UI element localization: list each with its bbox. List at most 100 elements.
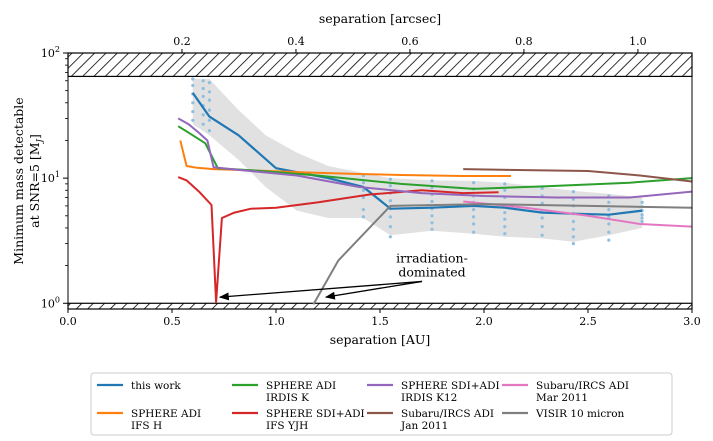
scatter-point bbox=[191, 101, 195, 105]
scatter-point bbox=[201, 86, 205, 91]
series-line-visir-10-micron bbox=[312, 203, 692, 305]
scatter-point bbox=[503, 232, 507, 236]
legend-label-line1: SPHERE SDI+ADI bbox=[401, 380, 500, 392]
scatter-point bbox=[388, 184, 392, 188]
hatch-band-0 bbox=[67, 52, 693, 78]
y-tick-exponent: 2 bbox=[55, 45, 60, 54]
scatter-point bbox=[388, 225, 392, 229]
annotation-arrow-0 bbox=[218, 280, 423, 301]
scatter-point bbox=[191, 77, 195, 81]
legend-label-line2: IRDIS K bbox=[266, 392, 309, 404]
y-tick-base: 10 bbox=[41, 172, 55, 185]
y-axis-label-line1: Minimum mass detectable bbox=[11, 97, 26, 264]
scatter-point bbox=[640, 219, 644, 224]
scatter-point bbox=[361, 188, 365, 192]
legend-label-line2: Jan 2011 bbox=[400, 420, 448, 432]
top-x-tick-label: 0.2 bbox=[173, 35, 191, 48]
scatter-point bbox=[607, 222, 611, 226]
annotation-line2: dominated bbox=[398, 264, 465, 279]
scatter-point bbox=[191, 110, 195, 114]
scatter-point bbox=[571, 227, 576, 231]
legend-box bbox=[90, 372, 673, 436]
scatter-point bbox=[207, 118, 211, 122]
scatter-point bbox=[503, 182, 507, 186]
scatter-point bbox=[207, 90, 211, 94]
x-tick-label: 0.0 bbox=[59, 315, 77, 328]
annotation-arrow-1 bbox=[324, 280, 423, 300]
legend-label-line2: IFS YJH bbox=[266, 420, 308, 432]
scatter-point bbox=[607, 238, 611, 242]
x-tick-label: 0.5 bbox=[163, 315, 181, 328]
scatter-point bbox=[571, 190, 576, 194]
scatter-point bbox=[388, 235, 392, 239]
scatter-point bbox=[430, 221, 434, 225]
scatter-point bbox=[540, 216, 544, 220]
shaded-region bbox=[192, 79, 643, 242]
scatter-point bbox=[607, 215, 611, 219]
top-x-tick-label: 0.8 bbox=[515, 35, 533, 48]
y-tick-label: 102 bbox=[41, 45, 60, 60]
legend-label-line1: this work bbox=[131, 380, 181, 392]
legend-label-line1: SPHERE ADI bbox=[266, 380, 336, 392]
y-tick-label: 101 bbox=[41, 170, 60, 185]
scatter-point bbox=[201, 113, 205, 117]
legend-label-line1: VISIR 10 micron bbox=[535, 408, 625, 420]
scatter-point bbox=[472, 230, 476, 234]
legend-entry: this work bbox=[97, 380, 181, 392]
top-x-tick-label: 0.6 bbox=[401, 35, 419, 48]
scatter-point bbox=[503, 188, 507, 192]
scatter-point bbox=[430, 199, 434, 204]
scatter-point bbox=[361, 208, 365, 212]
y-axis-label-end: ] bbox=[27, 134, 42, 139]
y-axis-label: Minimum mass detectable at SNR=5 [MJ] bbox=[11, 97, 45, 264]
scatter-point bbox=[607, 230, 611, 234]
scatter-point bbox=[201, 122, 205, 126]
scatter-point bbox=[191, 118, 195, 122]
scatter-point bbox=[207, 108, 211, 112]
legend-label-line2: IFS H bbox=[131, 420, 162, 432]
scatter-point bbox=[472, 215, 476, 219]
scatter-point bbox=[361, 215, 365, 219]
scatter-point bbox=[207, 129, 211, 133]
hatch-band-1 bbox=[67, 302, 693, 310]
y-tick-exponent: 1 bbox=[55, 170, 60, 179]
scatter-point bbox=[503, 225, 507, 229]
series-line-sphere-adi-irdis-k bbox=[177, 125, 692, 190]
scatter-point bbox=[540, 233, 544, 237]
top-x-tick-label: 0.4 bbox=[287, 35, 305, 48]
legend-label-line1: SPHERE ADI bbox=[131, 408, 201, 420]
series-line-subaru-ircs-adi-mar-2011 bbox=[463, 200, 692, 228]
scatter-point bbox=[430, 227, 434, 231]
x-tick-label: 1.5 bbox=[371, 315, 389, 328]
scatter-point bbox=[640, 213, 644, 217]
scatter-point bbox=[540, 186, 544, 190]
scatter-point bbox=[207, 81, 211, 85]
y-tick-label: 100 bbox=[41, 295, 60, 310]
series-line-sphere-adi-ifs-h bbox=[179, 140, 511, 177]
scatter-point bbox=[472, 181, 476, 185]
scatter-point bbox=[607, 208, 611, 212]
scatter-point bbox=[388, 215, 392, 219]
y-axis-label-main: at SNR=5 [M bbox=[27, 142, 42, 228]
scatter-point bbox=[361, 195, 365, 200]
scatter-point bbox=[201, 94, 205, 98]
scatter-point bbox=[388, 177, 392, 181]
scatter-point bbox=[430, 179, 434, 183]
scatter-point bbox=[607, 200, 611, 204]
scatter-point bbox=[571, 242, 576, 246]
legend-label-line2: Mar 2011 bbox=[536, 392, 588, 404]
scatter-point bbox=[503, 217, 507, 221]
scatter-point bbox=[207, 98, 211, 102]
scatter-point bbox=[472, 222, 476, 226]
scatter-point bbox=[430, 214, 434, 218]
y-axis-label-line2: at SNR=5 [MJ] bbox=[27, 134, 45, 228]
top-x-tick-label: 1.0 bbox=[629, 35, 647, 48]
y-tick-exponent: 0 bbox=[55, 295, 60, 304]
axes: 0.0 0.5 1.0 1.5 2.0 2.5 3.00.2 0.4 0.6 0.8 1.01001… bbox=[41, 35, 701, 328]
uncertainty-region bbox=[192, 79, 643, 242]
scatter-point bbox=[640, 216, 644, 220]
